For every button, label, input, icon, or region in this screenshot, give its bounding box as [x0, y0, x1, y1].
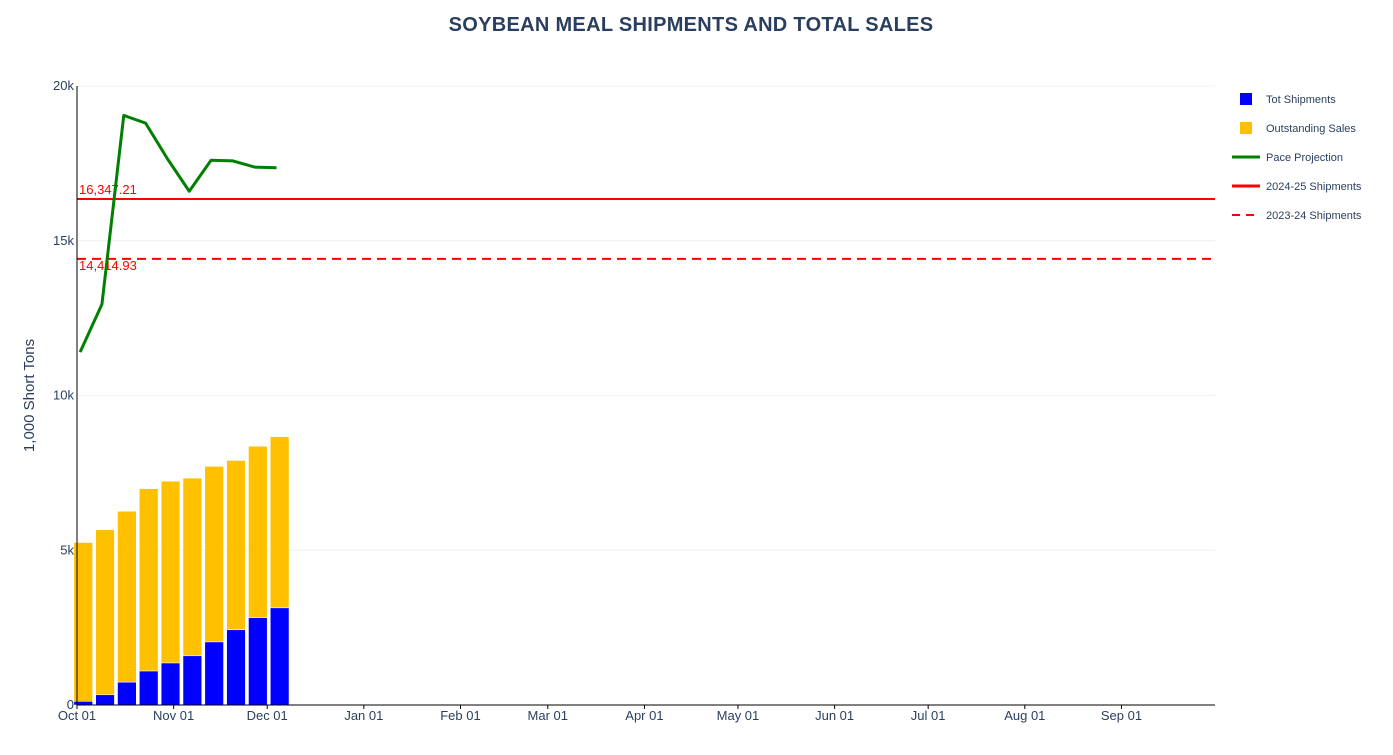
y-tick-label: 0	[67, 697, 74, 712]
legend: Tot Shipments Outstanding Sales Pace Proje…	[1232, 93, 1362, 222]
x-tick-label: Jun 01	[815, 708, 854, 723]
x-tick-label: Jul 01	[911, 708, 946, 723]
x-tick-label: Aug 01	[1004, 708, 1045, 723]
outstanding-sales-bar	[117, 511, 137, 683]
outstanding-sales-bar	[139, 488, 159, 672]
legend-label-pace-projection: Pace Projection	[1266, 152, 1343, 164]
outstanding-sales-bar	[95, 529, 115, 696]
legend-label-outstanding-sales: Outstanding Sales	[1266, 123, 1356, 135]
y-tick-label: 15k	[53, 233, 74, 248]
legend-swatch-tot-shipments	[1240, 93, 1252, 105]
x-tick-label: Dec 01	[247, 708, 288, 723]
outstanding-sales-bar	[182, 477, 202, 657]
x-tick-label: Feb 01	[440, 708, 480, 723]
y-tick-label: 10k	[53, 388, 74, 403]
axes: 0 5k 10k 15k 20k Oct 01 Nov 01 Dec 01 Jan 01 Feb …	[21, 78, 1215, 723]
outstanding-sales-bar	[73, 542, 93, 702]
legend-label-2024-25-shipments: 2024-25 Shipments	[1266, 181, 1362, 193]
pace-projection-line	[78, 113, 277, 353]
x-tick-label: Mar 01	[528, 708, 568, 723]
x-tick-label: Jan 01	[344, 708, 383, 723]
tot-shipments-bar	[117, 681, 137, 706]
tot-shipments-bar	[182, 655, 202, 706]
tot-shipments-bar	[95, 694, 115, 706]
x-tick-label: Oct 01	[58, 708, 96, 723]
x-tick-label: May 01	[717, 708, 760, 723]
tot-shipments-bar	[204, 641, 224, 706]
reference-line-label: 16,347.21	[79, 182, 137, 197]
chart-title: SOYBEAN MEAL SHIPMENTS AND TOTAL SALES	[448, 14, 934, 36]
gridlines	[77, 85, 1215, 551]
outstanding-sales-bar	[248, 446, 268, 618]
x-tick-label: Sep 01	[1101, 708, 1142, 723]
legend-swatch-outstanding-sales	[1240, 122, 1252, 134]
y-axis-title: 1,000 Short Tons	[21, 339, 38, 452]
tot-shipments-bar	[139, 670, 159, 706]
outstanding-sales-bar	[270, 436, 290, 609]
tot-shipments-bar	[248, 617, 268, 706]
legend-label-2023-24-shipments: 2023-24 Shipments	[1266, 210, 1362, 222]
y-tick-label: 20k	[53, 78, 74, 93]
tot-shipments-bar	[160, 662, 181, 706]
outstanding-sales-bar	[226, 460, 246, 631]
tot-shipments-bar	[226, 629, 246, 706]
outstanding-sales-bar	[204, 466, 224, 643]
legend-label-tot-shipments: Tot Shipments	[1266, 94, 1336, 106]
x-tick-label: Nov 01	[153, 708, 194, 723]
outstanding-sales-bar	[160, 480, 181, 664]
line-series	[78, 113, 277, 353]
tot-shipments-bar	[270, 607, 290, 706]
bars	[73, 436, 290, 706]
x-tick-label: Apr 01	[625, 708, 663, 723]
y-tick-label: 5k	[60, 542, 74, 557]
